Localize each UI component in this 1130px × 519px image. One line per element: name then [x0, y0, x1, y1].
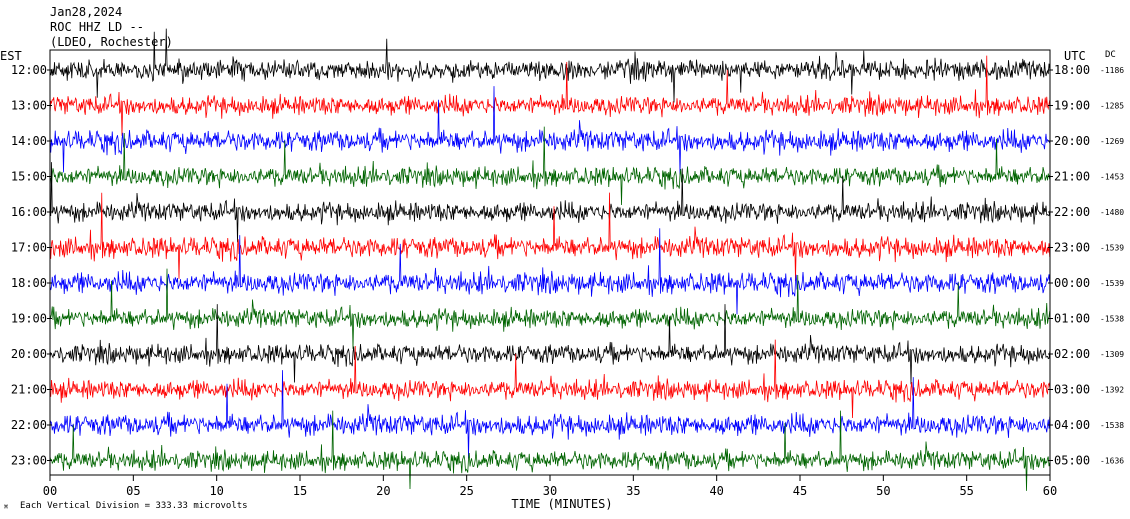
utc-hour-labels: 18:00 19:00 20:00 21:00 22:00 23:00 00:00 01:00…: [1048, 63, 1090, 468]
utc-label: 22:00: [1054, 205, 1090, 219]
x-tick-label: 05: [126, 484, 140, 498]
trace-row-2200: [49, 370, 1051, 459]
trace-row-1700: [49, 192, 1051, 281]
est-hour-labels: 12:00 13:00 14:00 15:00 16:00 17:00 18:00 19:00…: [11, 63, 52, 468]
utc-label: 00:00: [1054, 276, 1090, 290]
dc-label: -1480: [1100, 208, 1124, 217]
utc-label: 21:00: [1054, 170, 1090, 184]
dc-label: -1539: [1100, 279, 1124, 288]
est-label: 15:00: [11, 170, 47, 184]
x-tick-label: 25: [459, 484, 473, 498]
dc-label: -1539: [1100, 244, 1124, 253]
dc-offset-labels: -1186 -1285 -1269 -1453 -1480 -1539 -1539 -1538…: [1100, 66, 1124, 466]
left-axis-title: EST: [0, 49, 22, 63]
plot-frame: [49, 49, 1051, 476]
x-tick-label: 60: [1043, 484, 1057, 498]
x-tick-label: 35: [626, 484, 640, 498]
dc-label: -1285: [1100, 102, 1124, 111]
header: Jan28,2024 ROC HHZ LD -- (LDEO, Rocheste…: [50, 5, 173, 49]
dc-label: -1453: [1100, 173, 1124, 182]
est-label: 19:00: [11, 312, 47, 326]
dc-label: -1538: [1100, 315, 1124, 324]
trace-row-1300: [49, 55, 1051, 136]
est-label: 18:00: [11, 276, 47, 290]
trace-row-1800: [49, 228, 1051, 315]
dc-label: -1269: [1100, 137, 1124, 146]
utc-label: 23:00: [1054, 241, 1090, 255]
seismic-traces: [49, 28, 1051, 491]
x-tick-label: 20: [376, 484, 390, 498]
dc-label: -1636: [1100, 457, 1124, 466]
est-label: 14:00: [11, 134, 47, 148]
x-tick-label: 15: [293, 484, 307, 498]
utc-label: 01:00: [1054, 312, 1090, 326]
est-label: 12:00: [11, 63, 47, 77]
est-label: 22:00: [11, 418, 47, 432]
x-tick-label: 50: [876, 484, 890, 498]
dc-label: -1538: [1100, 421, 1124, 430]
trace-row-2000: [49, 304, 1051, 385]
x-tick-label: 55: [959, 484, 973, 498]
x-tick-label: 10: [209, 484, 223, 498]
x-tick-label: 00: [43, 484, 57, 498]
utc-label: 03:00: [1054, 383, 1090, 397]
est-label: 20:00: [11, 347, 47, 361]
header-network: (LDEO, Rochester): [50, 35, 173, 49]
header-date: Jan28,2024: [50, 5, 122, 19]
dc-title: DC: [1105, 50, 1116, 60]
est-label: 23:00: [11, 454, 47, 468]
dc-label: -1392: [1100, 386, 1124, 395]
right-axis-title: UTC: [1064, 49, 1086, 63]
trace-row-1500: [49, 126, 1051, 206]
trace-row-1600: [49, 162, 1051, 243]
trace-row-1200: [49, 28, 1051, 103]
x-tick-label: 30: [543, 484, 557, 498]
header-channel: ROC HHZ LD --: [50, 20, 144, 34]
est-label: 16:00: [11, 205, 47, 219]
utc-label: 02:00: [1054, 347, 1090, 361]
utc-label: 05:00: [1054, 454, 1090, 468]
est-label: 17:00: [11, 241, 47, 255]
dc-label: -1309: [1100, 350, 1124, 359]
utc-label: 04:00: [1054, 418, 1090, 432]
x-tick-label: 45: [793, 484, 807, 498]
dc-label: -1186: [1100, 66, 1124, 75]
trace-row-1400: [49, 86, 1051, 175]
x-tick-label: 40: [709, 484, 723, 498]
est-label: 21:00: [11, 383, 47, 397]
trace-row-2100: [49, 339, 1051, 419]
scale-note: Each Vertical Division = 333.33 microvol…: [20, 501, 248, 511]
x-axis-title: TIME (MINUTES): [511, 497, 612, 511]
utc-label: 19:00: [1054, 99, 1090, 113]
trace-row-2300: [49, 410, 1051, 491]
est-label: 13:00: [11, 99, 47, 113]
utc-label: 20:00: [1054, 134, 1090, 148]
utc-label: 18:00: [1054, 63, 1090, 77]
x-axis-ticks: 00 05 10 15 20 25 30 35 40 45 50 55 60: [43, 475, 1057, 498]
scale-note-icon: ⌘: [4, 503, 8, 511]
